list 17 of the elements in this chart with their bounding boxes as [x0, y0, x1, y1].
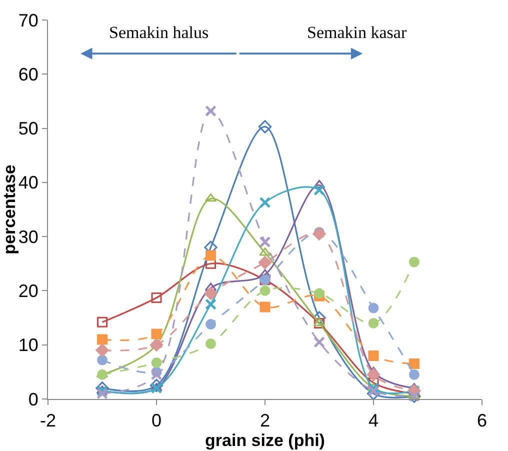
y-axis-title: percentase: [0, 164, 19, 254]
y-tick-label: 10: [18, 335, 38, 356]
x-tick-label: 2: [260, 410, 270, 431]
y-tick-label: 40: [18, 172, 38, 193]
x-tick-label: -2: [40, 410, 56, 431]
annotation: Semakin halus: [109, 23, 209, 42]
x-tick-label: 6: [476, 410, 488, 431]
y-tick-label: 20: [18, 281, 38, 302]
y-tick-label: 50: [18, 118, 38, 139]
y-tick-label: 60: [18, 64, 38, 84]
y-tick-label: 30: [18, 226, 38, 247]
x-tick-label: 4: [368, 410, 379, 431]
y-tick-label: 70: [18, 10, 38, 30]
x-axis-title: grain size (phi): [205, 431, 325, 450]
x-tick-label: 0: [151, 410, 162, 431]
y-tick-label: 0: [28, 389, 38, 410]
annotation: Semakin kasar: [307, 23, 407, 42]
